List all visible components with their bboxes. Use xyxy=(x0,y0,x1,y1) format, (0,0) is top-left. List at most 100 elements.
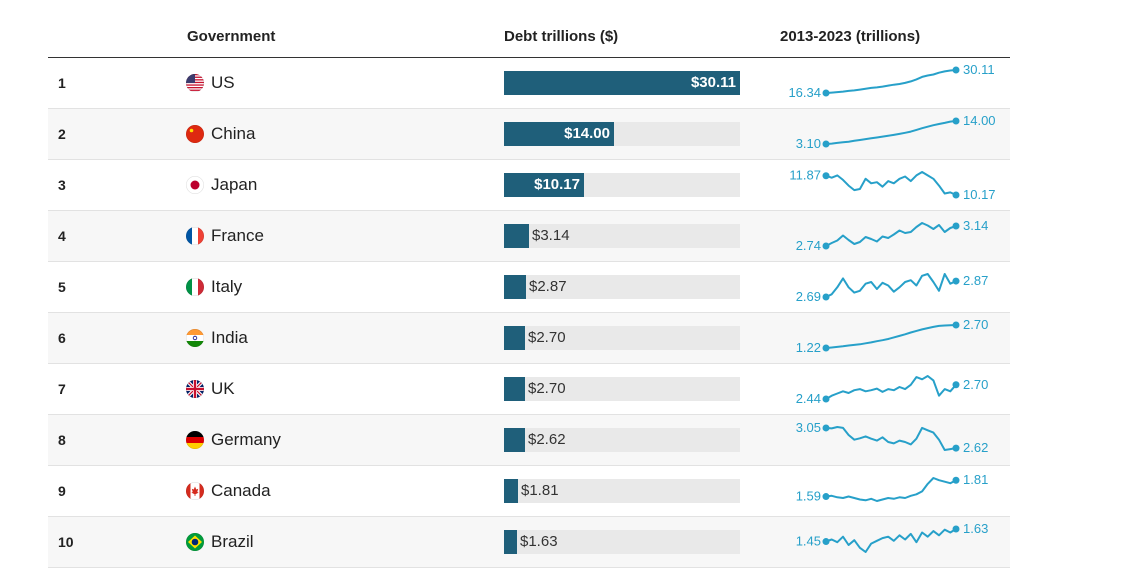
debt-value-label: $2.87 xyxy=(529,278,567,295)
trend-end-point xyxy=(952,476,960,484)
rank-cell: 8 xyxy=(58,432,66,448)
rank-cell: 7 xyxy=(58,381,66,397)
trend-end-label: 1.63 xyxy=(963,521,988,536)
trend-end-point xyxy=(952,444,960,452)
italy-flag-icon xyxy=(186,278,204,296)
trend-line xyxy=(825,171,957,196)
trend-start-point xyxy=(822,424,830,432)
trend-sparkline: 16.34 30.11 xyxy=(788,62,995,100)
brazil-flag-icon xyxy=(186,533,204,551)
debt-value-label: $2.70 xyxy=(528,380,566,397)
debt-value-label: $3.14 xyxy=(532,227,570,244)
debt-value-label: $1.63 xyxy=(520,533,558,550)
trend-end-label: 30.11 xyxy=(963,62,995,77)
trend-end-point xyxy=(952,525,960,533)
trend-line xyxy=(825,477,957,502)
debt-table: Government Debt trillions ($) 2013-2023 … xyxy=(48,0,1010,568)
trend-sparkline: 1.59 1.81 xyxy=(796,472,989,504)
trend-end-label: 2.87 xyxy=(963,273,988,288)
trend-column-header: 2013-2023 (trillions) xyxy=(780,28,921,45)
trend-start-point xyxy=(822,242,830,250)
country-name: China xyxy=(211,124,256,143)
trend-start-label: 3.10 xyxy=(796,136,821,151)
debt-bar xyxy=(504,326,525,350)
uk-flag-icon xyxy=(186,380,204,398)
debt-bar xyxy=(504,428,525,452)
debt-bar xyxy=(504,224,529,248)
germany-flag-icon xyxy=(186,431,204,449)
government-column-header: Government xyxy=(187,28,276,45)
table-row: 7 UK $2.70 2.44 2.70 xyxy=(48,364,1010,415)
trend-end-point xyxy=(952,117,960,125)
trend-line xyxy=(825,273,957,298)
trend-start-label: 16.34 xyxy=(788,85,821,100)
trend-start-label: 1.45 xyxy=(796,534,821,549)
trend-sparkline: 3.05 2.62 xyxy=(796,420,989,455)
debt-bar xyxy=(504,122,614,146)
table-body: 1 US $30.11 16.34 30.11 2 China $14.00 3.10 14.00… xyxy=(48,58,1010,568)
country-name: Italy xyxy=(211,277,243,296)
rank-cell: 2 xyxy=(58,126,66,142)
china-flag-icon xyxy=(186,125,204,143)
trend-start-label: 3.05 xyxy=(796,420,821,435)
rank-cell: 10 xyxy=(58,534,74,550)
table-row: 9 Canada $1.81 1.59 1.81 xyxy=(48,466,1010,517)
trend-end-point xyxy=(952,222,960,230)
trend-start-label: 11.87 xyxy=(789,168,821,183)
country-name: UK xyxy=(211,379,235,398)
trend-line xyxy=(825,222,957,247)
debt-bar xyxy=(504,71,740,95)
france-flag-icon xyxy=(186,227,204,245)
trend-start-point xyxy=(822,140,830,148)
debt-value-label: $2.62 xyxy=(528,431,566,448)
table-row: 6 India $2.70 1.22 2.70 xyxy=(48,313,1010,364)
trend-line xyxy=(825,375,957,400)
debt-bar-track: $2.70 xyxy=(504,326,740,350)
trend-end-label: 2.70 xyxy=(963,317,988,332)
trend-end-point xyxy=(952,191,960,199)
trend-line xyxy=(825,324,957,349)
trend-start-label: 1.22 xyxy=(796,340,821,355)
country-name: France xyxy=(211,226,264,245)
debt-bar-track: $2.70 xyxy=(504,377,740,401)
us-flag-icon xyxy=(186,74,204,92)
table-row: 4 France $3.14 2.74 3.14 xyxy=(48,211,1010,262)
trend-sparkline: 2.69 2.87 xyxy=(796,273,988,304)
trend-sparkline: 2.74 3.14 xyxy=(796,218,989,253)
debt-bar-track: $2.62 xyxy=(504,428,740,452)
trend-start-point xyxy=(822,395,830,403)
trend-sparkline: 3.10 14.00 xyxy=(796,113,996,151)
table-row: 8 Germany $2.62 3.05 2.62 xyxy=(48,415,1010,466)
debt-value-label: $2.70 xyxy=(528,329,566,346)
trend-end-label: 2.62 xyxy=(963,440,988,455)
country-name: Brazil xyxy=(211,532,254,551)
trend-end-label: 2.70 xyxy=(963,377,988,392)
trend-line xyxy=(825,426,957,451)
japan-flag-icon xyxy=(186,176,204,194)
trend-end-point xyxy=(952,381,960,389)
trend-line xyxy=(825,120,957,145)
trend-sparkline: 11.87 10.17 xyxy=(789,168,995,202)
trend-start-label: 1.59 xyxy=(796,489,821,504)
debt-bar-track: $10.17 xyxy=(504,173,740,197)
table-row: 2 China $14.00 3.10 14.00 xyxy=(48,109,1010,160)
rank-cell: 6 xyxy=(58,330,66,346)
debt-bar xyxy=(504,173,584,197)
country-name: Japan xyxy=(211,175,258,194)
debt-bar-track: $14.00 xyxy=(504,122,740,146)
debt-value-label: $14.00 xyxy=(564,125,610,142)
trend-start-point xyxy=(822,89,830,97)
trend-end-point xyxy=(952,66,960,74)
trend-start-label: 2.69 xyxy=(796,289,821,304)
rank-cell: 9 xyxy=(58,483,66,499)
trend-start-point xyxy=(822,493,830,501)
debt-column-header: Debt trillions ($) xyxy=(504,28,619,45)
trend-end-point xyxy=(952,321,960,329)
rank-cell: 4 xyxy=(58,228,66,244)
country-name: India xyxy=(211,328,248,347)
debt-value-label: $10.17 xyxy=(534,176,580,193)
trend-start-label: 2.44 xyxy=(796,391,821,406)
trend-end-label: 14.00 xyxy=(963,113,996,128)
trend-end-label: 3.14 xyxy=(963,218,988,233)
debt-bar xyxy=(504,377,525,401)
